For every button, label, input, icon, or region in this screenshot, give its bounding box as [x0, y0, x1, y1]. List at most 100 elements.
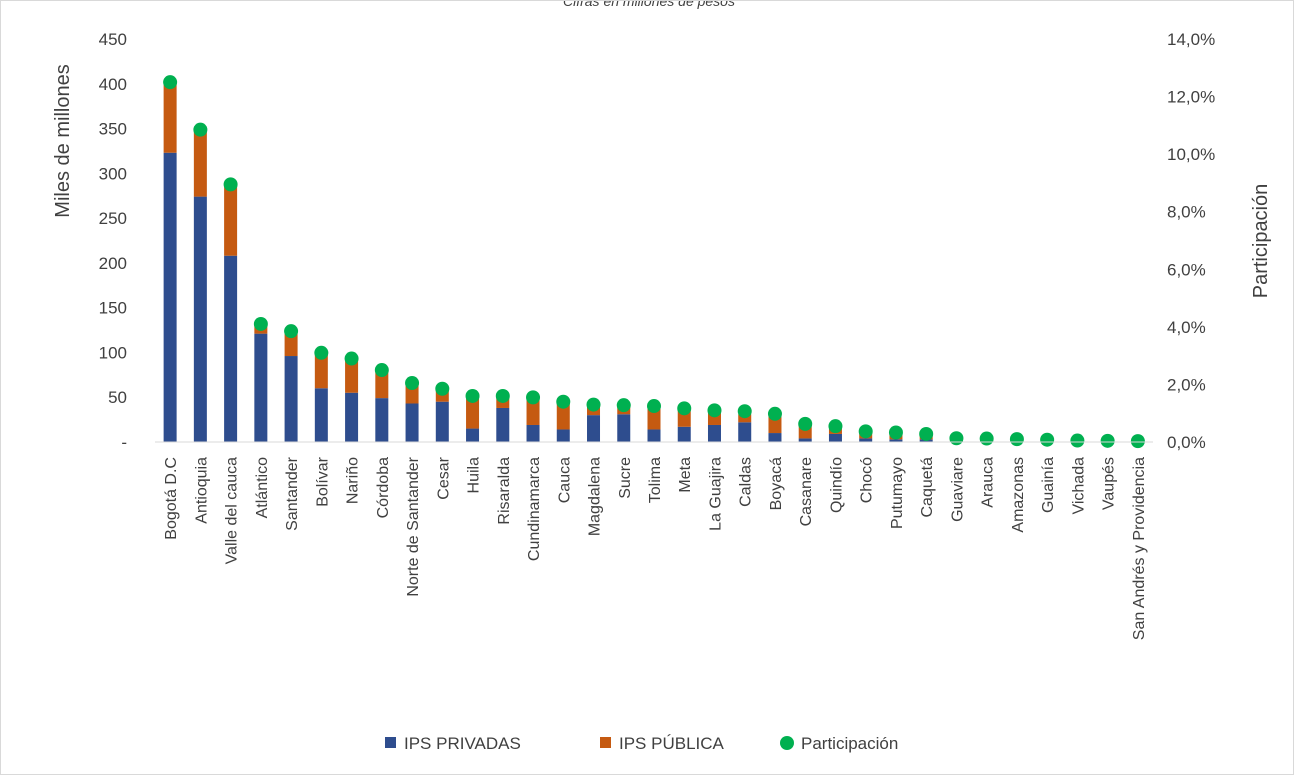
legend-label: IPS PÚBLICA [619, 734, 725, 753]
legend-label: IPS PRIVADAS [404, 734, 521, 753]
y-tick-left: 350 [99, 120, 127, 139]
legend-swatch [780, 736, 794, 750]
x-tick-label: Sucre [617, 457, 634, 499]
bar-ips-privadas [768, 433, 781, 442]
x-tick-label: Antioquia [193, 457, 210, 524]
point-participacion [466, 389, 480, 403]
x-tick-label: Santander [284, 456, 301, 531]
bar-ips-privadas [285, 356, 298, 442]
point-participacion [1101, 434, 1115, 448]
bar-ips-privadas [496, 408, 509, 442]
bar-ips-privadas [315, 388, 328, 442]
x-tick-label: Cesar [435, 456, 452, 499]
bar-ips-publica [194, 129, 207, 196]
bar-ips-privadas [406, 403, 419, 442]
bar-ips-privadas [527, 425, 540, 442]
x-tick-label: Vichada [1070, 457, 1087, 515]
x-tick-label: Guainía [1040, 457, 1057, 513]
x-tick-label: Tolima [647, 457, 664, 503]
point-participacion [284, 324, 298, 338]
point-participacion [677, 401, 691, 415]
point-participacion [828, 419, 842, 433]
bars-layer [164, 81, 1145, 442]
bar-ips-privadas [557, 429, 570, 442]
y-tick-right: 14,0% [1167, 30, 1215, 49]
x-tick-label: Vaupés [1101, 457, 1118, 510]
bar-ips-privadas [194, 197, 207, 442]
x-tick-label: Arauca [980, 457, 997, 508]
x-tick-label: Putumayo [889, 457, 906, 529]
x-tick-label: San Andrés y Providencia [1131, 457, 1148, 640]
point-participacion [224, 177, 238, 191]
point-participacion [1010, 432, 1024, 446]
point-participacion [254, 317, 268, 331]
point-participacion [798, 417, 812, 431]
point-participacion [647, 399, 661, 413]
x-tick-label: La Guajira [707, 457, 724, 531]
point-participacion [314, 346, 328, 360]
point-participacion [435, 382, 449, 396]
y-axis-left-label: Miles de millones [52, 64, 74, 217]
point-participacion [919, 427, 933, 441]
x-tick-label: Norte de Santander [405, 456, 422, 596]
point-participacion [889, 426, 903, 440]
bar-ips-privadas [224, 256, 237, 442]
x-tick-label: Caldas [738, 457, 755, 507]
bar-ips-privadas [617, 414, 630, 442]
bar-ips-privadas [799, 438, 812, 442]
y-tick-left: 100 [99, 343, 127, 362]
y-tick-left: - [121, 433, 127, 452]
bar-ips-publica [164, 81, 177, 153]
x-tick-label: Quindío [828, 457, 845, 513]
y-tick-left: 50 [108, 388, 127, 407]
bar-ips-privadas [254, 334, 267, 442]
legend-swatch [385, 737, 396, 748]
point-participacion [496, 389, 510, 403]
point-participacion [556, 395, 570, 409]
point-participacion [738, 404, 752, 418]
bar-ips-privadas [859, 438, 872, 442]
x-tick-label: Bolívar [314, 456, 331, 506]
point-participacion [375, 363, 389, 377]
x-tick-label: Bogotá D.C [163, 457, 180, 540]
y-tick-right: 8,0% [1167, 203, 1206, 222]
legend-swatch [600, 737, 611, 748]
point-participacion [949, 431, 963, 445]
point-participacion [617, 398, 631, 412]
x-tick-label: Magdalena [587, 457, 604, 536]
point-participacion [193, 123, 207, 137]
y-tick-left: 200 [99, 254, 127, 273]
points-layer [163, 75, 1145, 448]
y-tick-left: 150 [99, 299, 127, 318]
bar-ips-privadas [829, 434, 842, 442]
point-participacion [1131, 434, 1145, 448]
x-tick-label: Chocó [859, 457, 876, 503]
legend-label: Participación [801, 734, 898, 753]
x-tick-label: Cauca [556, 457, 573, 503]
point-participacion [405, 376, 419, 390]
x-tick-label: Boyacá [768, 457, 785, 510]
y-tick-left: 400 [99, 75, 127, 94]
y-tick-right: 6,0% [1167, 260, 1206, 279]
x-tick-label: Nariño [345, 457, 362, 504]
x-tick-label: Atlántico [254, 457, 271, 518]
bar-ips-privadas [587, 415, 600, 442]
y-tick-left: 300 [99, 164, 127, 183]
x-tick-label: Córdoba [375, 457, 392, 518]
y-tick-right: 10,0% [1167, 145, 1215, 164]
y-tick-right: 0,0% [1167, 433, 1206, 452]
point-participacion [163, 75, 177, 89]
y-tick-right: 12,0% [1167, 88, 1215, 107]
bar-ips-publica [224, 184, 237, 256]
point-participacion [1070, 434, 1084, 448]
bar-ips-privadas [738, 422, 751, 442]
point-participacion [587, 398, 601, 412]
point-participacion [859, 424, 873, 438]
bar-ips-privadas [708, 425, 721, 442]
y-tick-right: 4,0% [1167, 318, 1206, 337]
chart-title: Cifras en millones de pesos [563, 1, 735, 9]
y-tick-left: 250 [99, 209, 127, 228]
point-participacion [345, 352, 359, 366]
